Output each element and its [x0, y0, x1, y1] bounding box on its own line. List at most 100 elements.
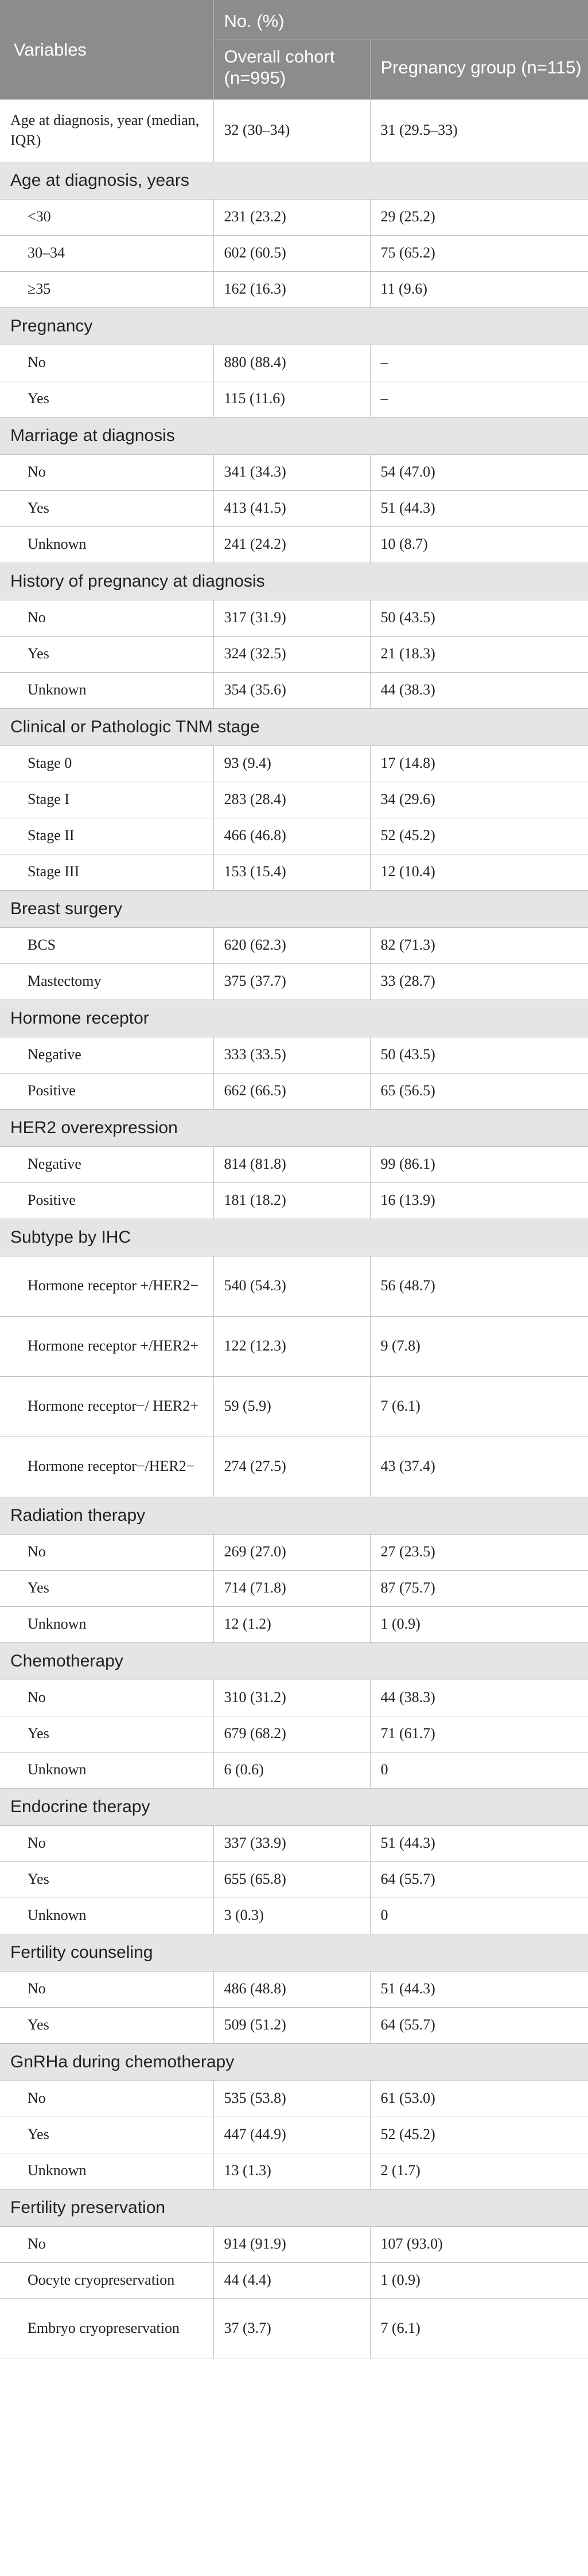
section-title: HER2 overexpression — [0, 1109, 588, 1147]
row-label: Oocyte cryopreservation — [0, 2262, 213, 2299]
pregnancy-value: 7 (6.1) — [369, 2298, 588, 2359]
overall-value: 122 (12.3) — [213, 1316, 370, 1377]
overall-value: 3 (0.3) — [213, 1897, 370, 1934]
table-row: No 486 (48.8) 51 (44.3) — [0, 1970, 588, 2008]
pregnancy-value: 34 (29.6) — [369, 781, 588, 818]
pregnancy-value: 107 (93.0) — [369, 2226, 588, 2263]
overall-value: 269 (27.0) — [213, 1533, 370, 1571]
table-row: Negative 333 (33.5) 50 (43.5) — [0, 1036, 588, 1074]
pregnancy-value: 71 (61.7) — [369, 1715, 588, 1753]
overall-value: 679 (68.2) — [213, 1715, 370, 1753]
overall-value: 413 (41.5) — [213, 490, 370, 527]
table-row: Yes 655 (65.8) 64 (55.7) — [0, 1861, 588, 1898]
table-row: Unknown 6 (0.6) 0 — [0, 1751, 588, 1789]
row-label: Stage 0 — [0, 745, 213, 782]
row-label: Unknown — [0, 526, 213, 563]
table-row: No 337 (33.9) 51 (44.3) — [0, 1825, 588, 1862]
row-label: No — [0, 344, 213, 381]
overall-value: 602 (60.5) — [213, 235, 370, 272]
table-row: 30–34 602 (60.5) 75 (65.2) — [0, 235, 588, 272]
overall-value: 655 (65.8) — [213, 1861, 370, 1898]
row-label: <30 — [0, 198, 213, 236]
row-label: Hormone receptor +/HER2− — [0, 1255, 213, 1317]
row-label: No — [0, 454, 213, 491]
table-row: Yes 714 (71.8) 87 (75.7) — [0, 1570, 588, 1607]
pregnancy-value: 10 (8.7) — [369, 526, 588, 563]
table-row: Unknown 3 (0.3) 0 — [0, 1897, 588, 1934]
pregnancy-value: 44 (38.3) — [369, 1679, 588, 1716]
table-row: Positive 662 (66.5) 65 (56.5) — [0, 1072, 588, 1110]
row-label: No — [0, 599, 213, 637]
pregnancy-value: 33 (28.7) — [369, 963, 588, 1000]
overall-value: 115 (11.6) — [213, 380, 370, 417]
pregnancy-value: 44 (38.3) — [369, 672, 588, 709]
section-title: Breast surgery — [0, 889, 588, 928]
section-title: Fertility counseling — [0, 1933, 588, 1972]
section-header: History of pregnancy at diagnosis — [0, 562, 588, 600]
table-row: Unknown 241 (24.2) 10 (8.7) — [0, 526, 588, 563]
row-label: No — [0, 1533, 213, 1571]
row-label: Yes — [0, 380, 213, 417]
pregnancy-value: 52 (45.2) — [369, 2116, 588, 2153]
table-body: Age at diagnosis, year (median, IQR) 32 … — [0, 99, 588, 2359]
pregnancy-value: 50 (43.5) — [369, 599, 588, 637]
row-label: Unknown — [0, 1751, 213, 1789]
table-row: Negative 814 (81.8) 99 (86.1) — [0, 1146, 588, 1183]
pregnancy-value: 82 (71.3) — [369, 927, 588, 964]
pregnancy-value: 12 (10.4) — [369, 853, 588, 891]
pregnancy-value: 75 (65.2) — [369, 235, 588, 272]
overall-value: 509 (51.2) — [213, 2007, 370, 2044]
pregnancy-value: 11 (9.6) — [369, 271, 588, 308]
table-row: Yes 679 (68.2) 71 (61.7) — [0, 1715, 588, 1753]
overall-value: 274 (27.5) — [213, 1436, 370, 1497]
pregnancy-value: 65 (56.5) — [369, 1072, 588, 1110]
overall-value: 375 (37.7) — [213, 963, 370, 1000]
row-label: Yes — [0, 1570, 213, 1607]
overall-value: 231 (23.2) — [213, 198, 370, 236]
overall-value: 317 (31.9) — [213, 599, 370, 637]
overall-value: 162 (16.3) — [213, 271, 370, 308]
row-label: No — [0, 2080, 213, 2117]
section-title: Marriage at diagnosis — [0, 416, 588, 455]
pregnancy-value: – — [369, 380, 588, 417]
row-label: Mastectomy — [0, 963, 213, 1000]
table-row: Oocyte cryopreservation 44 (4.4) 1 (0.9) — [0, 2262, 588, 2299]
row-label: Unknown — [0, 1897, 213, 1934]
pregnancy-value: 9 (7.8) — [369, 1316, 588, 1377]
row-label: Yes — [0, 2116, 213, 2153]
overall-value: 714 (71.8) — [213, 1570, 370, 1607]
pregnancy-value: 2 (1.7) — [369, 2152, 588, 2189]
overall-value: 13 (1.3) — [213, 2152, 370, 2189]
row-label: Stage III — [0, 853, 213, 891]
pregnancy-value: 61 (53.0) — [369, 2080, 588, 2117]
section-header: Marriage at diagnosis — [0, 416, 588, 455]
overall-value: 486 (48.8) — [213, 1970, 370, 2008]
table-row: No 310 (31.2) 44 (38.3) — [0, 1679, 588, 1716]
table-row: Yes 447 (44.9) 52 (45.2) — [0, 2116, 588, 2153]
table-row: Positive 181 (18.2) 16 (13.9) — [0, 1182, 588, 1219]
header-pregnancy-group: Pregnancy group (n=115) — [369, 40, 588, 100]
row-label: Embryo cryopreservation — [0, 2298, 213, 2359]
table-header: Variables No. (%) Overall cohort (n=995)… — [0, 0, 588, 100]
pregnancy-value: 51 (44.3) — [369, 490, 588, 527]
row-label: Hormone receptor−/ HER2+ — [0, 1376, 213, 1437]
row-label: Yes — [0, 2007, 213, 2044]
section-title: Radiation therapy — [0, 1496, 588, 1535]
pregnancy-value: 1 (0.9) — [369, 1606, 588, 1643]
section-title: Pregnancy — [0, 307, 588, 345]
table-row: No 914 (91.9) 107 (93.0) — [0, 2226, 588, 2263]
table-row: No 341 (34.3) 54 (47.0) — [0, 454, 588, 491]
row-label: Unknown — [0, 2152, 213, 2189]
section-header: Subtype by IHC — [0, 1218, 588, 1256]
overall-value: 333 (33.5) — [213, 1036, 370, 1074]
table-row: Stage I 283 (28.4) 34 (29.6) — [0, 781, 588, 818]
table-row: Hormone receptor−/HER2− 274 (27.5) 43 (37.… — [0, 1436, 588, 1497]
pregnancy-value: 64 (55.7) — [369, 1861, 588, 1898]
pregnancy-value: 29 (25.2) — [369, 198, 588, 236]
table-row: ≥35 162 (16.3) 11 (9.6) — [0, 271, 588, 308]
overall-value: 620 (62.3) — [213, 927, 370, 964]
pregnancy-value: 43 (37.4) — [369, 1436, 588, 1497]
row-label: Negative — [0, 1036, 213, 1074]
section-header: Breast surgery — [0, 889, 588, 928]
overall-value: 12 (1.2) — [213, 1606, 370, 1643]
